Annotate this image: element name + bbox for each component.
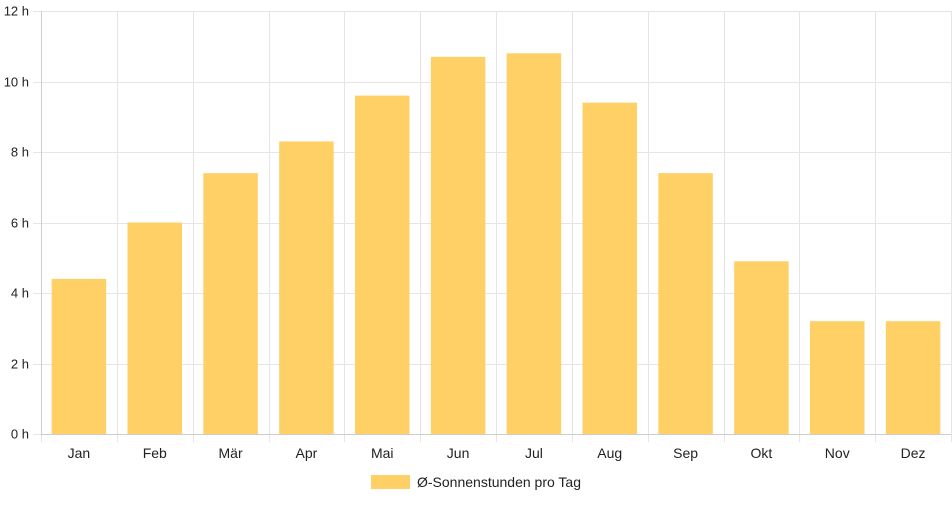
bar-dez[interactable] <box>885 321 941 434</box>
bar-jan[interactable] <box>51 278 107 434</box>
x-tick-label: Sep <box>673 445 698 461</box>
x-tick-label: Feb <box>143 445 167 461</box>
x-tick-label: Okt <box>751 445 773 461</box>
legend-swatch[interactable] <box>371 475 410 489</box>
bar-apr[interactable] <box>279 141 334 435</box>
grid-layer <box>33 11 952 442</box>
axis-layer: 0 h 2 h 4 h 6 h 8 h 10 h 12 h Jan Feb Mär Apr Mai Ju… <box>4 4 951 461</box>
y-tick-label: 10 h <box>4 75 29 90</box>
x-tick-label: Nov <box>825 445 850 461</box>
legend-label[interactable]: Ø-Sonnenstunden pro Tag <box>417 474 581 490</box>
bar-mär[interactable] <box>203 173 258 434</box>
y-tick-label: 12 h <box>4 4 29 19</box>
x-tick-label: Jun <box>447 445 470 461</box>
bar-mai[interactable] <box>355 95 410 434</box>
y-tick-label: 2 h <box>11 357 29 372</box>
bars-layer <box>51 53 941 435</box>
bar-nov[interactable] <box>810 321 865 434</box>
y-tick-label: 6 h <box>11 216 29 231</box>
bar-aug[interactable] <box>582 102 638 435</box>
x-tick-label: Jul <box>525 445 543 461</box>
bar-sep[interactable] <box>658 173 713 434</box>
legend[interactable]: Ø-Sonnenstunden pro Tag <box>371 474 581 490</box>
x-tick-label: Mai <box>371 445 394 461</box>
bar-jun[interactable] <box>430 56 486 434</box>
y-tick-label: 4 h <box>11 286 29 301</box>
x-tick-label: Dez <box>901 445 926 461</box>
bar-feb[interactable] <box>127 222 183 435</box>
y-tick-label: 0 h <box>11 427 29 442</box>
x-tick-label: Aug <box>597 445 622 461</box>
x-tick-label: Mär <box>219 445 243 461</box>
y-tick-label: 8 h <box>11 145 29 160</box>
x-tick-label: Jan <box>68 445 91 461</box>
bar-okt[interactable] <box>734 261 789 434</box>
bar-jul[interactable] <box>506 53 562 435</box>
x-tick-label: Apr <box>296 445 318 461</box>
